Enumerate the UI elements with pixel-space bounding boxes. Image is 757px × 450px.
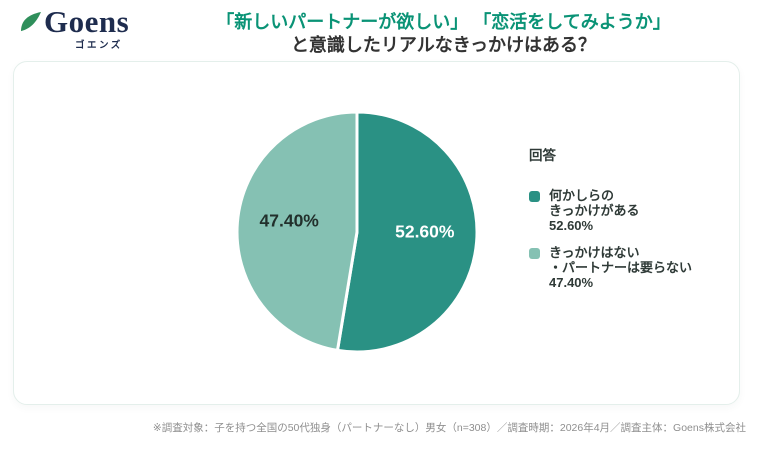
chart-legend: 回答 何かしらの きっかけがある 52.60% きっかけはない ・パートナーは要らない 4… <box>529 144 692 304</box>
pie-slice <box>235 110 359 352</box>
legend-swatch <box>529 191 540 202</box>
brand-logo: Goens ゴエンズ <box>20 6 129 51</box>
pie-slice <box>335 110 479 354</box>
legend-item-label: きっかけはない ・パートナーは要らない 47.40% <box>549 245 693 290</box>
legend-title: 回答 <box>529 148 556 163</box>
brand-subtitle: ゴエンズ <box>75 40 123 51</box>
brand-name: Goens <box>44 4 130 39</box>
survey-note: ※調査対象：子を持つ全国の50代独身（パートナーなし）男女（n=308）／調査時… <box>152 422 746 434</box>
legend-swatch <box>529 248 540 260</box>
legend-item-label: 何かしらの きっかけがある 52.60% <box>549 188 640 233</box>
legend-items: 何かしらの きっかけがある 52.60% きっかけはない ・パートナーは要らない 47.4… <box>529 188 692 291</box>
page-title: 「新しいパートナーが欲しい」 「恋活をしてみようか」 と意識したリアルなきっかけ… <box>135 11 752 57</box>
legend-item: 何かしらの きっかけがある 52.60% <box>529 188 692 233</box>
legend-item: きっかけはない ・パートナーは要らない 47.40% <box>529 246 692 290</box>
pie-slice-label: 47.40% <box>260 211 320 231</box>
pie-slice-label: 52.60% <box>395 222 455 242</box>
pie-chart: 52.60% 47.40% <box>235 110 479 354</box>
page-title-line2: と意識したリアルなきっかけはある？ <box>290 35 597 55</box>
page-title-line1: 「新しいパートナーが欲しい」 「恋活をしてみようか」 <box>216 12 671 32</box>
leaf-icon <box>21 12 41 32</box>
chart-card: 52.60% 47.40% 回答 何かしらの きっかけがある 52.60% きっかけはな… <box>13 61 740 405</box>
